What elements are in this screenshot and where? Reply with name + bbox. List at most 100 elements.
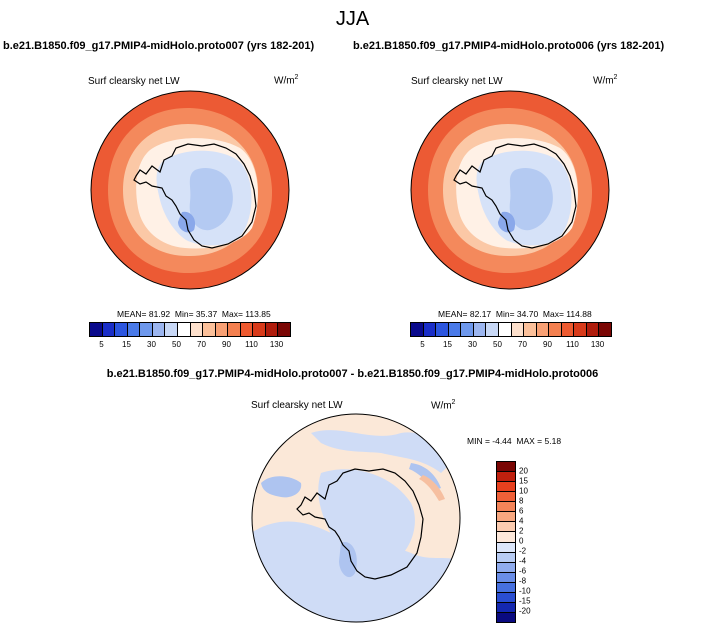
colorbar-swatch: [497, 572, 515, 583]
stats-right: MEAN= 82.17 Min= 34.70 Max= 114.88: [438, 309, 592, 319]
colorbar-swatch: [497, 502, 515, 513]
variable-label-left: Surf clearsky net LW: [88, 76, 180, 87]
colorbar-swatch: [90, 323, 103, 336]
colorbar-swatch: [165, 323, 178, 336]
units-left: W/m2: [274, 74, 299, 87]
coastline-right: [453, 143, 577, 249]
colorbar-tick-label: 90: [222, 340, 231, 349]
colorbar-swatch: [265, 323, 279, 336]
colorbar-tick-label: -20: [519, 606, 531, 616]
colorbar-swatch: [497, 552, 515, 563]
colorbar-tick-label: -10: [519, 586, 531, 596]
colorbar-swatch: [497, 522, 515, 533]
colorbar-swatch: [215, 323, 229, 336]
colorbar-swatch: [497, 532, 515, 543]
colorbar-tick-label: 5: [420, 340, 425, 349]
season-title: JJA: [335, 8, 370, 30]
case-title-left: b.e21.B1850.f09_g17.PMIP4-midHolo.proto0…: [3, 40, 315, 52]
colorbar-swatch: [549, 323, 562, 336]
colorbar-tick-label: 6: [519, 506, 524, 516]
colorbar-swatch: [278, 323, 290, 336]
colorbar-swatch: [473, 323, 487, 336]
colorbar-tick-label: 15: [443, 340, 452, 349]
colorbar-tick-label: 50: [493, 340, 502, 349]
colorbar-tick-label: 30: [468, 340, 477, 349]
colorbar-diff-labels: 20 15 10 8 6 4 2 0 -2 -4 -6 -8 -10 -15 -20: [519, 461, 549, 621]
colorbar-swatch: [436, 323, 449, 336]
colorbar-tick-label: 2: [519, 526, 524, 536]
colorbar-swatch: [115, 323, 128, 336]
variable-label-right: Surf clearsky net LW: [411, 76, 503, 87]
colorbar-swatch: [497, 462, 515, 473]
colorbar-swatch: [497, 542, 515, 553]
colorbar-swatch: [497, 492, 515, 503]
colorbar-swatch: [448, 323, 462, 336]
difference-title: b.e21.B1850.f09_g17.PMIP4-midHolo.proto0…: [106, 368, 599, 380]
colorbar-swatch: [497, 582, 515, 593]
colorbar-swatch: [561, 323, 575, 336]
colorbar-tick-label: 0: [519, 536, 524, 546]
colorbar-tick-label: 10: [519, 486, 528, 496]
colorbar-tick-label: 130: [590, 340, 605, 349]
colorbar-tick-label: 110: [566, 340, 579, 349]
colorbar-swatch: [536, 323, 550, 336]
colorbar-tick-label: -4: [519, 556, 527, 566]
units-right: W/m2: [593, 74, 618, 87]
colorbar-swatch: [228, 323, 241, 336]
colorbar-tick-label: 30: [147, 340, 156, 349]
colorbar-swatch: [203, 323, 216, 336]
colorbar-swatch: [411, 323, 424, 336]
variable-label-diff: Surf clearsky net LW: [251, 400, 343, 411]
colorbar-swatch: [586, 323, 600, 336]
units-diff: W/m2: [431, 399, 456, 412]
map-diff: [251, 413, 461, 623]
colorbar-swatch: [461, 323, 474, 336]
colorbar-tick-label: 20: [519, 466, 528, 476]
colorbar-tick-label: 15: [122, 340, 131, 349]
colorbar-tick-label: 8: [519, 496, 524, 506]
colorbar-swatch: [599, 323, 611, 336]
colorbar-right: [410, 322, 612, 337]
colorbar-swatch: [497, 592, 515, 603]
colorbar-swatch: [140, 323, 153, 336]
colorbar-swatch: [253, 323, 266, 336]
colorbar-right-labels: 5 15 30 50 70 90 110 130: [410, 340, 610, 352]
colorbar-tick-label: 110: [245, 340, 258, 349]
colorbar-swatch: [497, 482, 515, 493]
colorbar-tick-label: 70: [197, 340, 206, 349]
colorbar-tick-label: 130: [269, 340, 284, 349]
map-right: [410, 90, 610, 290]
coastline-left: [133, 143, 257, 249]
colorbar-tick-label: -8: [519, 576, 527, 586]
colorbar-swatch: [423, 323, 437, 336]
case-title-right: b.e21.B1850.f09_g17.PMIP4-midHolo.proto0…: [353, 40, 665, 52]
colorbar-tick-label: 90: [543, 340, 552, 349]
coastline-diff: [296, 468, 424, 580]
colorbar-swatch: [177, 323, 191, 336]
colorbar-tick-label: 15: [519, 476, 528, 486]
colorbar-tick-label: -6: [519, 566, 527, 576]
colorbar-swatch: [524, 323, 537, 336]
stats-left: MEAN= 81.92 Min= 35.37 Max= 113.85: [117, 309, 271, 319]
colorbar-swatch: [497, 512, 515, 523]
colorbar-swatch: [102, 323, 116, 336]
map-left: [90, 90, 290, 290]
colorbar-tick-label: 5: [99, 340, 104, 349]
colorbar-swatch: [486, 323, 499, 336]
stats-diff: MIN = -4.44 MAX = 5.18: [467, 436, 562, 446]
colorbar-swatch: [240, 323, 254, 336]
colorbar-swatch: [127, 323, 141, 336]
colorbar-tick-label: 4: [519, 516, 524, 526]
colorbar-tick-label: -2: [519, 546, 527, 556]
colorbar-swatch: [190, 323, 204, 336]
colorbar-swatch: [498, 323, 512, 336]
colorbar-swatch: [497, 562, 515, 573]
colorbar-swatch: [511, 323, 525, 336]
colorbar-swatch: [497, 472, 515, 483]
colorbar-tick-label: 70: [518, 340, 527, 349]
colorbar-left: [89, 322, 291, 337]
colorbar-swatch: [497, 602, 515, 613]
colorbar-swatch: [497, 612, 515, 622]
colorbar-swatch: [574, 323, 587, 336]
colorbar-tick-label: 50: [172, 340, 181, 349]
